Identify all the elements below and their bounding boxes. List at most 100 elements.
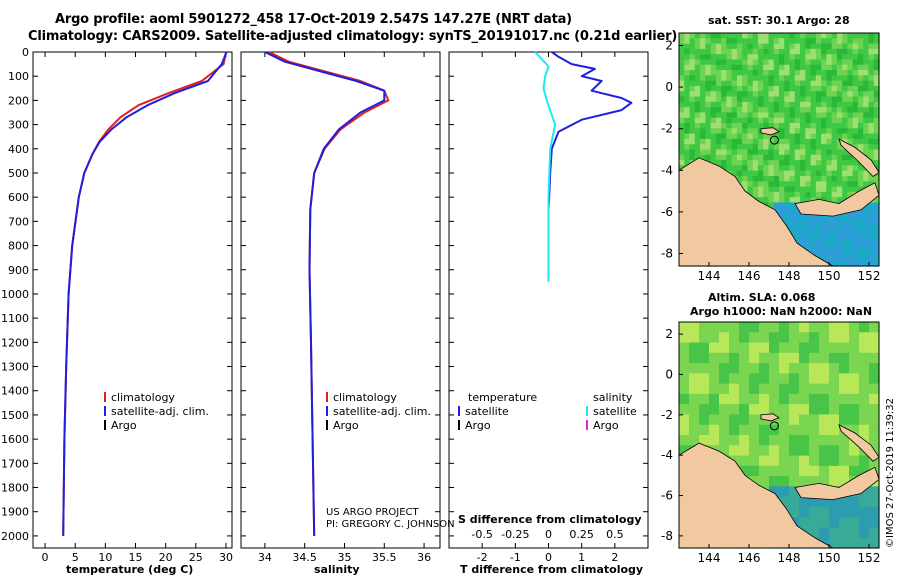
map-cell: [847, 96, 854, 103]
map-cell: [679, 133, 685, 140]
map-cell: [784, 128, 791, 135]
map-cell: [836, 213, 843, 219]
legend-item-argo: Argo: [104, 419, 209, 433]
y-tick-label: 400: [8, 143, 29, 156]
map-cell: [739, 363, 750, 374]
map-cell: [794, 144, 801, 151]
map-cell: [849, 363, 860, 374]
map-cell: [836, 160, 843, 166]
map-cell: [699, 332, 710, 344]
map-cell: [826, 38, 833, 45]
map-cell: [810, 186, 817, 193]
series-line-climatology: [62, 51, 227, 536]
map-cell: [821, 138, 827, 145]
map-cell: [810, 239, 817, 246]
map-cell: [839, 332, 850, 344]
map-cell: [679, 101, 685, 108]
map-cell: [821, 255, 827, 262]
map-cell: [847, 123, 854, 129]
map-cell: [800, 70, 806, 76]
map-cell: [800, 154, 806, 161]
map-cell: [839, 383, 850, 395]
map-cell: [821, 234, 827, 241]
legend-swatch-red: [326, 392, 328, 402]
map-cell: [700, 85, 706, 92]
map-cell: [789, 85, 796, 92]
map-cell: [815, 239, 822, 246]
map-cell: [821, 96, 827, 103]
map-cell: [868, 101, 875, 108]
map-cell: [726, 38, 733, 45]
map-cell: [873, 54, 880, 61]
map-cell: [805, 175, 812, 182]
map-cell: [679, 112, 685, 119]
map-cell: [847, 138, 854, 145]
map-cell: [815, 43, 822, 50]
map-cell: [847, 228, 854, 235]
map-cell: [729, 404, 740, 416]
map-cell: [779, 496, 790, 508]
map-cell: [726, 64, 733, 71]
map-cell: [679, 424, 690, 436]
map-cell: [826, 117, 833, 124]
map-cell: [857, 138, 864, 145]
map-cell: [729, 342, 740, 354]
map-cell: [679, 43, 685, 50]
map-cell: [739, 445, 750, 457]
map-cell: [768, 112, 775, 119]
map-cell: [729, 322, 740, 333]
map-cell: [842, 186, 849, 193]
map-cell: [800, 186, 806, 193]
map-cell: [821, 191, 827, 198]
map-cell: [684, 75, 691, 82]
map-cell: [857, 123, 864, 129]
map-cell: [763, 80, 770, 87]
map-cell: [705, 149, 712, 156]
map-cell: [863, 228, 870, 235]
map-cell: [731, 54, 738, 61]
map-cell: [842, 38, 849, 45]
map-cell: [863, 133, 870, 140]
series-line-temperature-satellite: [547, 51, 633, 210]
map-cell: [773, 75, 780, 82]
map-cell: [789, 64, 796, 71]
map-cell: [768, 101, 775, 108]
map-cell: [769, 445, 780, 457]
map-cell: [779, 424, 790, 436]
map-cell: [779, 383, 790, 395]
map-cell: [868, 43, 875, 50]
map-cell: [689, 107, 696, 114]
map-cell: [810, 228, 817, 235]
land-new-britain: [794, 182, 880, 217]
map-cell: [784, 96, 791, 103]
map-cell: [815, 59, 822, 66]
map-cell: [757, 133, 764, 140]
map-cell: [819, 476, 830, 487]
map-cell: [863, 255, 870, 262]
map-cell: [752, 149, 759, 156]
map-cell: [773, 43, 780, 50]
map-cell: [831, 255, 838, 262]
map-cell: [789, 486, 800, 498]
map-cell: [731, 128, 738, 135]
map-cell: [763, 154, 770, 161]
map-cell: [679, 117, 685, 124]
map-cell: [810, 75, 817, 82]
map-cell: [873, 70, 880, 76]
map-cell: [768, 170, 775, 177]
map-cell: [810, 70, 817, 76]
map-cell: [831, 59, 838, 66]
map-cell: [769, 383, 780, 395]
map-cell: [684, 149, 691, 156]
map-cell: [679, 363, 690, 374]
map-cell: [757, 138, 764, 145]
map-cell: [742, 117, 749, 124]
map-cell: [836, 244, 843, 251]
map-cell: [700, 112, 706, 119]
map-cell: [815, 48, 822, 55]
map-cell: [747, 70, 754, 76]
map-cell: [852, 144, 859, 151]
map-cell: [768, 191, 775, 198]
map-cell: [857, 260, 864, 267]
map-cell: [794, 186, 801, 193]
